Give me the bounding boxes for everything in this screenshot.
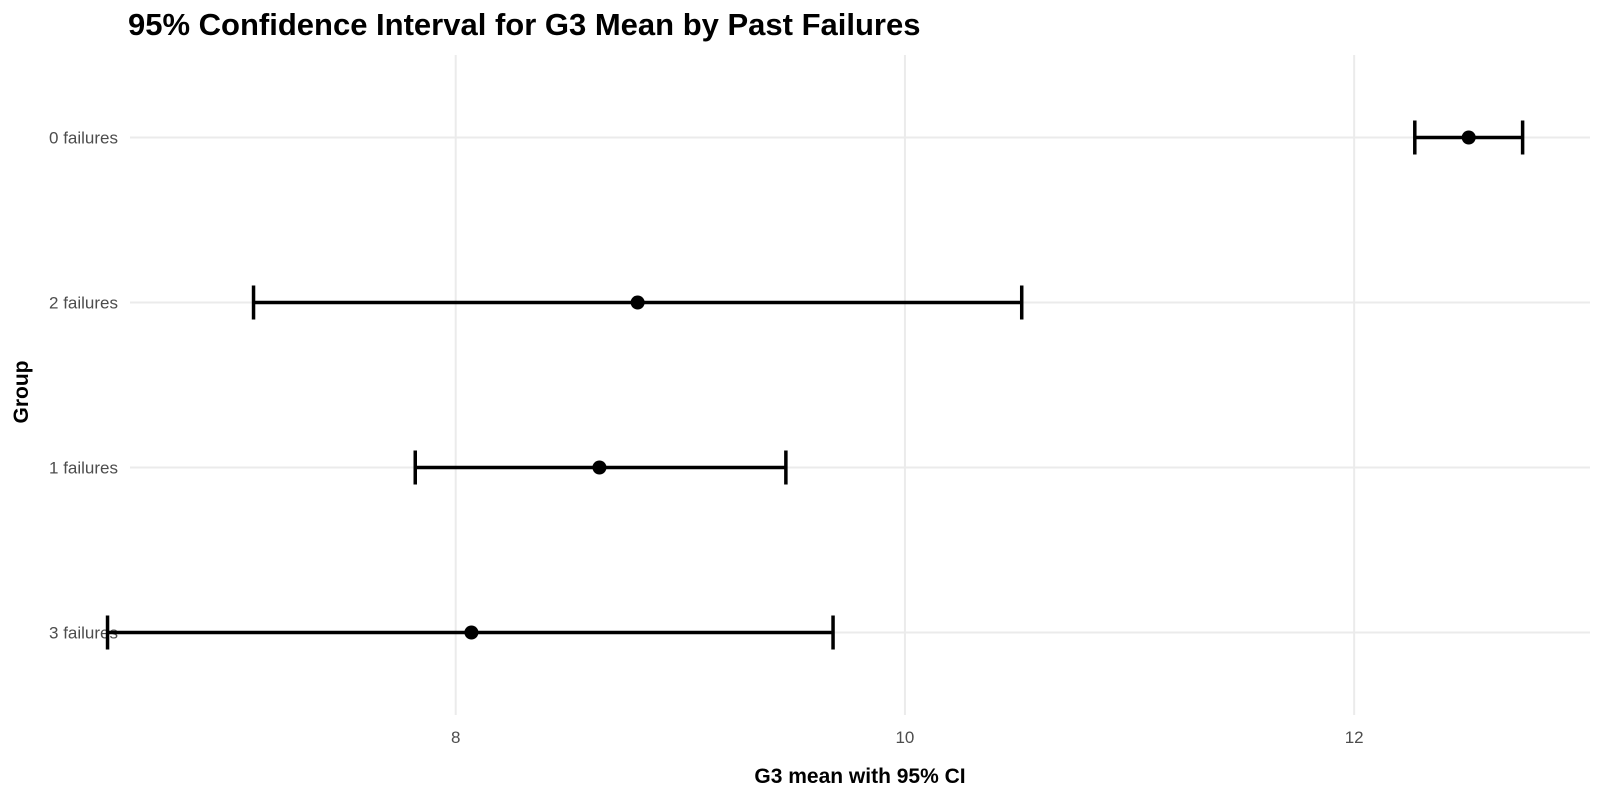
chart-title: 95% Confidence Interval for G3 Mean by P… [128, 7, 920, 42]
mean-point [1461, 130, 1476, 145]
y-tick-label: 0 failures [49, 129, 118, 148]
error-bars [105, 120, 1525, 650]
y-tick-label: 3 failures [49, 624, 118, 643]
y-axis-title: Group [10, 361, 33, 424]
x-tick-label: 10 [895, 728, 914, 747]
x-axis-title: G3 mean with 95% CI [754, 765, 965, 788]
y-tick-label: 2 failures [49, 294, 118, 313]
x-tick-label: 8 [451, 728, 460, 747]
x-tick-label: 12 [1345, 728, 1364, 747]
mean-point [464, 625, 479, 640]
gridlines [130, 55, 1590, 715]
y-tick-labels: 0 failures 2 failures 1 failures 3 failures [49, 129, 118, 643]
y-tick-label: 1 failures [49, 459, 118, 478]
x-tick-labels: 8 10 12 [451, 728, 1364, 747]
mean-point [592, 460, 607, 475]
mean-point [630, 295, 645, 310]
